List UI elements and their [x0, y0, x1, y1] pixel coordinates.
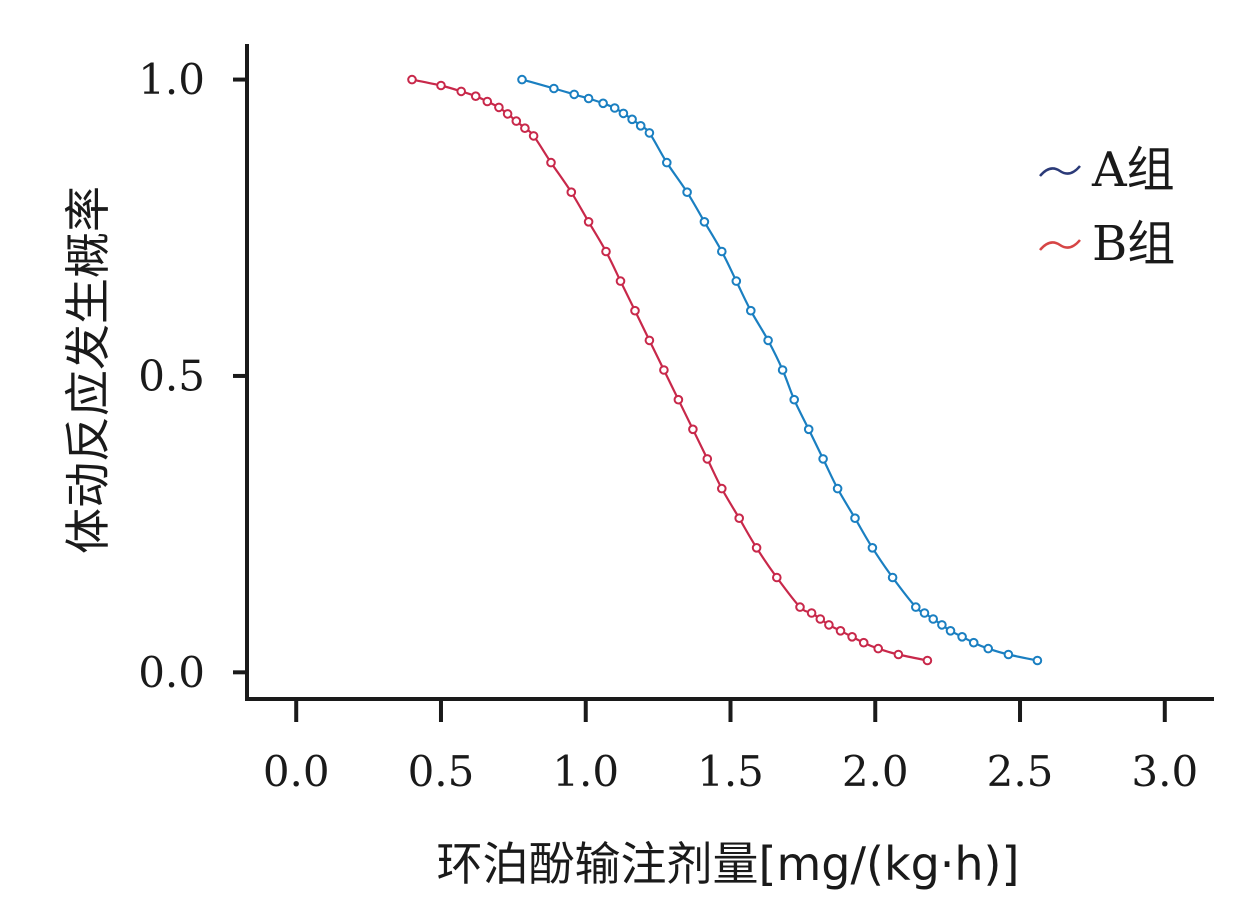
data-point — [436, 80, 446, 91]
data-point — [644, 335, 655, 346]
y-axis-title: 体动反应发生概率 — [61, 186, 115, 554]
x-tick-label: 2.0 — [842, 747, 909, 796]
data-point — [922, 655, 933, 666]
data-point — [482, 96, 493, 107]
data-point — [763, 335, 773, 346]
data-point — [850, 513, 860, 524]
x-tick-label: 0.5 — [408, 747, 475, 796]
data-point — [702, 454, 713, 464]
plot-points-group — [407, 74, 1043, 666]
data-point — [835, 626, 846, 636]
data-point — [609, 103, 620, 113]
data-point — [858, 637, 869, 648]
legend-label: B组 — [1092, 216, 1175, 272]
data-point — [598, 98, 608, 109]
data-point — [569, 89, 580, 100]
data-point — [635, 121, 646, 131]
data-point — [682, 187, 692, 197]
data-point — [873, 643, 884, 654]
data-point — [968, 637, 979, 648]
x-tick-label: 0.0 — [263, 747, 330, 796]
data-point — [618, 108, 629, 119]
data-point — [734, 513, 745, 524]
data-point — [832, 483, 843, 494]
x-tick-label: 1.5 — [697, 747, 764, 796]
plot-series-group — [411, 78, 1038, 662]
data-point — [699, 217, 710, 227]
data-point — [751, 543, 762, 553]
data-point — [528, 131, 539, 141]
data-point — [847, 632, 857, 642]
data-point — [957, 632, 967, 642]
x-axis-title: 环泊酚输注剂量[mg/(kg·h)] — [437, 837, 1020, 891]
data-point — [644, 128, 655, 138]
y-tick-label: 0.0 — [138, 648, 205, 697]
data-point — [777, 365, 788, 375]
x-tick-label: 3.0 — [1131, 747, 1198, 796]
data-point — [887, 572, 898, 583]
data-point — [673, 394, 684, 405]
data-point — [731, 276, 742, 286]
data-point — [945, 626, 956, 636]
y-tick-label: 1.0 — [138, 55, 205, 104]
data-point — [824, 620, 834, 630]
data-point — [789, 394, 800, 405]
data-point — [717, 483, 727, 494]
data-point — [893, 649, 904, 660]
data-point — [494, 102, 504, 113]
data-point — [630, 305, 640, 316]
data-point — [795, 602, 805, 612]
data-point — [688, 424, 698, 435]
data-point — [911, 602, 921, 612]
data-point — [919, 608, 930, 618]
x-ticks-group: 0.0 0.5 1.0 1.5 2.0 2.5 3.0 — [263, 699, 1198, 796]
data-point — [615, 276, 626, 286]
x-tick-label: 1.0 — [552, 747, 619, 796]
data-point — [456, 86, 467, 97]
legend: A组 B组 — [1039, 142, 1175, 272]
data-point — [662, 157, 672, 168]
data-point — [566, 187, 577, 197]
data-point — [583, 93, 594, 104]
data-point — [502, 109, 513, 119]
legend-label: A组 — [1091, 142, 1175, 198]
data-point — [659, 365, 669, 375]
data-point — [407, 74, 417, 85]
data-point — [1003, 649, 1014, 660]
data-point — [546, 157, 556, 168]
data-point — [818, 454, 828, 464]
data-point — [627, 114, 637, 125]
legend-swatch — [1039, 239, 1081, 251]
data-point — [717, 246, 727, 257]
data-point — [517, 74, 527, 85]
y-tick-label: 0.5 — [138, 351, 205, 400]
data-point — [867, 543, 878, 553]
data-point — [806, 608, 817, 618]
data-point — [937, 620, 947, 630]
data-point — [815, 614, 826, 624]
data-point — [772, 572, 782, 583]
data-point — [1032, 655, 1043, 666]
data-point — [746, 305, 756, 316]
data-point — [470, 91, 481, 101]
y-ticks-group: 0.0 0.5 1.0 — [138, 55, 247, 697]
data-point — [520, 123, 530, 133]
data-point — [601, 246, 611, 257]
data-point — [549, 83, 559, 94]
data-point — [983, 643, 994, 654]
data-point — [803, 424, 814, 435]
legend-swatch — [1039, 165, 1081, 177]
data-point — [511, 116, 522, 126]
data-point — [928, 614, 939, 624]
data-point — [583, 217, 594, 227]
x-tick-label: 2.5 — [987, 747, 1054, 796]
